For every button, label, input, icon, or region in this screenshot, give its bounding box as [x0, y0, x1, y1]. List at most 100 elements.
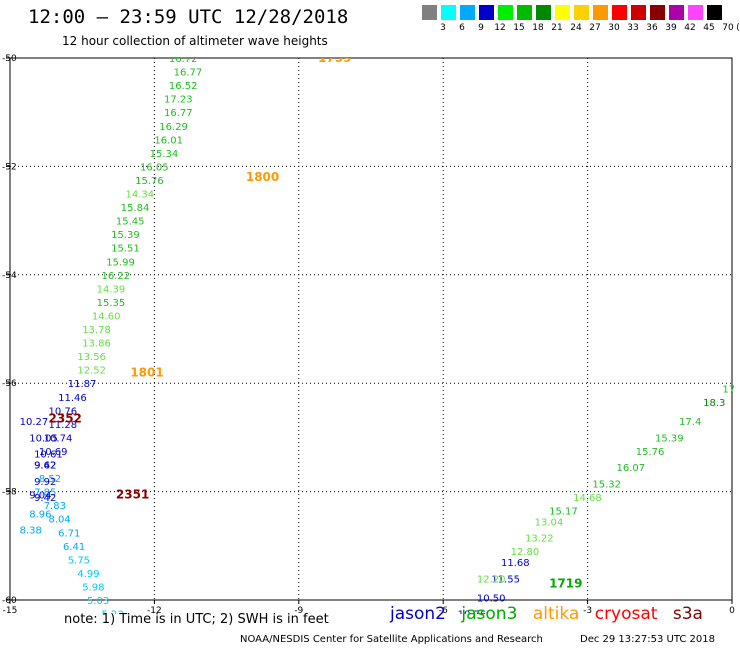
- wave-height-value: 10.74: [44, 433, 73, 444]
- legend-swatch: [441, 5, 457, 20]
- map-frame: [9, 57, 733, 601]
- wave-height-value: 15.76: [135, 176, 164, 187]
- wave-height-value: 8.04: [49, 515, 71, 526]
- wave-height-value: 6.71: [58, 528, 80, 539]
- pass-time-label: 1759: [318, 51, 351, 65]
- wave-height-value: 16.72: [169, 54, 198, 65]
- wave-height-value: 10.76: [458, 610, 487, 621]
- wave-height-value: 15.99: [106, 257, 135, 268]
- legend-label: 6: [459, 23, 465, 33]
- pass-time-label: 1800: [246, 170, 279, 184]
- legend-label: 3: [440, 23, 446, 33]
- wave-height-value: 16.07: [616, 463, 645, 474]
- legend-label: 27: [589, 23, 601, 33]
- y-tick-label: -56: [2, 379, 17, 389]
- legend-swatch: [536, 5, 552, 20]
- wave-height-value: 11.19: [448, 623, 477, 634]
- wave-height-value: 16.01: [154, 135, 183, 146]
- legend-swatch: [631, 5, 647, 20]
- wave-height-value: 15.39: [655, 433, 684, 444]
- map-border: [9, 57, 733, 601]
- legend-swatch: [422, 5, 438, 20]
- wave-height-value: 9.62: [34, 461, 56, 472]
- x-tick-label: -6: [439, 606, 448, 616]
- wave-height-value: 15.17: [549, 507, 578, 518]
- legend-swatch: [498, 5, 514, 20]
- wave-height-value: 5.23: [101, 610, 123, 621]
- legend-label: 30: [608, 23, 620, 33]
- wave-height-value: 13.56: [77, 352, 106, 363]
- wave-height-value: 5.03: [87, 596, 109, 607]
- wave-height-value: 15.84: [121, 203, 150, 214]
- y-tick-label: -58: [2, 488, 17, 498]
- wave-height-value: 15.39: [111, 230, 140, 241]
- legend-label: 45: [703, 23, 715, 33]
- y-tick-label: -54: [2, 271, 17, 281]
- wave-height-value: 11.87: [68, 379, 97, 390]
- wave-height-value: 17: [722, 385, 735, 396]
- legend-label: 9: [478, 23, 484, 33]
- legend-label: 21: [551, 23, 563, 33]
- sat-altika: altika: [532, 604, 580, 624]
- wave-height-value: 15.51: [111, 244, 140, 255]
- wave-height-value: 14.34: [126, 190, 155, 201]
- x-tick-label: -12: [147, 606, 162, 616]
- legend-swatch: [593, 5, 609, 20]
- wave-height-value: 12.80: [511, 547, 540, 558]
- wave-height-value: 10.05: [29, 433, 58, 444]
- legend-label: 33: [627, 23, 639, 33]
- pass-time-label: 1719: [549, 577, 582, 591]
- wave-height-value: 15.32: [592, 479, 621, 490]
- wave-height-value: 13.86: [82, 339, 111, 350]
- y-tick-label: -50: [2, 54, 17, 64]
- wave-height-value: 15.34: [150, 149, 179, 160]
- wave-height-value: 16.77: [164, 108, 193, 119]
- wave-height-value: 11.28: [49, 420, 78, 431]
- timestamp-text: Dec 29 13:27:53 UTC 2018: [580, 634, 715, 645]
- wave-height-value: 13.22: [525, 534, 554, 545]
- legend-label: 36: [646, 23, 658, 33]
- x-tick-label: -15: [3, 606, 18, 616]
- wave-height-value: 12.20: [477, 574, 506, 585]
- wave-height-value: 10.27: [20, 417, 49, 428]
- legend-unit: (ft): [736, 23, 740, 33]
- legend-swatch: [669, 5, 685, 20]
- wave-height-value: 17.23: [164, 95, 193, 106]
- pass-time-label: 2352: [49, 411, 82, 425]
- wave-height-value: 9.42: [34, 493, 56, 504]
- sat-jason2: jason2: [390, 604, 446, 624]
- axis-ticks: -15 -12 -9 -6 -3 0 -50 -52 -54 -56 -58 -60: [2, 54, 735, 616]
- wave-height-value: 14.68: [573, 493, 602, 504]
- sat-cryosat: cryosat: [594, 604, 658, 624]
- legend-swatch: [612, 5, 628, 20]
- wave-height-value: 13.78: [82, 325, 111, 336]
- wave-height-value: 6.41: [63, 542, 85, 553]
- legend-label: 24: [570, 23, 582, 33]
- legend-swatch: [517, 5, 533, 20]
- wave-height-value: 9.42: [34, 461, 56, 472]
- pass-time-label: 1801: [130, 365, 163, 379]
- wave-height-value: 5.98: [82, 582, 104, 593]
- legend-swatch: [555, 5, 571, 20]
- y-tick-label: -60: [2, 596, 17, 606]
- legend-swatch: [574, 5, 590, 20]
- legend-swatch: [479, 5, 495, 20]
- wave-height-value: 14.39: [97, 284, 126, 295]
- wave-height-value: 15.35: [97, 298, 126, 309]
- wave-height-value: 8.52: [39, 474, 61, 485]
- wave-height-value: 7.85: [34, 488, 56, 499]
- wave-height-value: 14.60: [92, 311, 121, 322]
- legend-label: 15: [513, 23, 525, 33]
- legend-swatch: [650, 5, 666, 20]
- legend-label: 12: [494, 23, 506, 33]
- legend-label: 42: [684, 23, 696, 33]
- wave-height-value: 13.04: [535, 517, 564, 528]
- wave-height-value: 11.68: [501, 558, 530, 569]
- y-tick-label: -52: [2, 162, 17, 172]
- wave-height-value: 16.77: [174, 68, 203, 79]
- wave-height-value: 16.22: [101, 271, 130, 282]
- wave-height-value: 10.76: [49, 406, 78, 417]
- credit-text: NOAA/NESDIS Center for Satellite Applica…: [240, 634, 543, 645]
- wave-height-value: 10.69: [39, 447, 68, 458]
